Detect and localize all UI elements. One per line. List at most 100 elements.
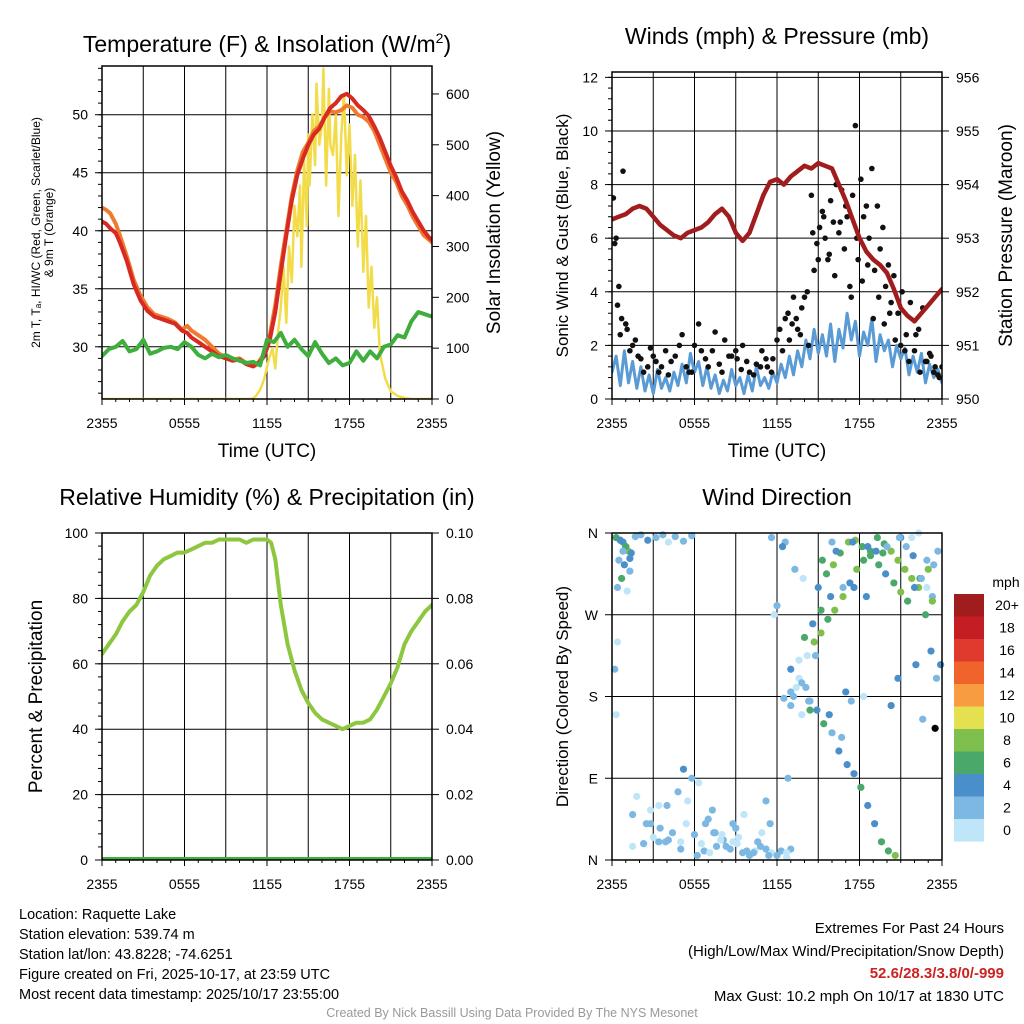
- wind-direction-point: [644, 536, 652, 544]
- wind-ytick-label: 2: [590, 337, 598, 353]
- wind-direction-point: [626, 567, 634, 575]
- wind-gust-point: [702, 355, 709, 362]
- colorbar-label: 18: [999, 620, 1015, 636]
- wind-gust-point: [870, 315, 877, 322]
- wind-direction-point: [652, 533, 660, 542]
- extremes-values: 52.6/28.3/3.8/0/-999: [869, 965, 1004, 982]
- wind-gust-point: [860, 213, 867, 220]
- temp-ytick-right-label: 0: [446, 391, 454, 407]
- wind-ytick-right-label: 952: [956, 284, 980, 300]
- wdir-title: Wind Direction: [702, 484, 852, 510]
- wind-gust-point: [906, 358, 912, 365]
- wind-direction-point: [924, 565, 932, 573]
- wind-direction-point: [743, 847, 751, 855]
- temp-ytick-right-label: 600: [446, 86, 470, 102]
- wind-direction-point: [853, 565, 861, 573]
- wind-direction-point: [803, 652, 811, 660]
- wind-direction-point: [627, 549, 635, 557]
- wind-direction-point: [792, 683, 800, 692]
- wind-gust-point: [809, 230, 816, 236]
- wind-ytick-right-label: 954: [956, 177, 980, 193]
- wind-direction-point: [618, 574, 626, 583]
- colorbar-label: 2: [1003, 800, 1011, 816]
- rh-ytick-right-label: 0.06: [446, 656, 473, 672]
- colorbar-label: 16: [999, 642, 1015, 658]
- wind-direction-point: [872, 547, 880, 555]
- rh-title: Relative Humidity (%) & Precipitation (i…: [59, 484, 474, 510]
- wind-gust-point: [613, 235, 619, 241]
- wind-gust-point: [662, 347, 669, 354]
- wind-direction-point: [835, 747, 843, 755]
- wind-direction-point: [611, 665, 619, 673]
- rh-axes: 0 20 40 60 80 100 2355 0555 1155 1755 2355 0.00 0.02…: [65, 525, 474, 892]
- wind-direction-point: [623, 587, 631, 595]
- rh-ytick-right-label: 0.04: [446, 721, 473, 737]
- temp-ytick-right-label: 200: [446, 289, 470, 305]
- wind-direction-point: [784, 774, 792, 782]
- wind-direction-point: [682, 820, 690, 828]
- temp-frame: [101, 65, 433, 400]
- wind-direction-point: [824, 615, 832, 623]
- wind-gust-point: [801, 294, 808, 300]
- wind-direction-point: [817, 606, 825, 614]
- wind-direction-point: [817, 629, 825, 637]
- wind-xtick-label: 0555: [679, 415, 710, 431]
- wind-gust-point: [849, 192, 856, 199]
- wind-ylabel-right: Station Pressure (Maroon): [996, 124, 1017, 347]
- wind-direction-point: [646, 820, 655, 828]
- colorbar-swatch: [954, 639, 984, 662]
- wind-gust-point: [815, 256, 822, 263]
- wind-ytick-right-label: 950: [956, 391, 980, 407]
- wind-gust-point: [640, 369, 647, 375]
- colorbar-label: 12: [999, 687, 1015, 703]
- wdir-ytick-label: W: [585, 607, 599, 623]
- wind-gust-point: [785, 310, 791, 317]
- wind-direction-point: [879, 549, 887, 557]
- wind-gust-point: [827, 197, 834, 204]
- wind-direction-point: [877, 838, 886, 846]
- wind-gust-point: [903, 331, 910, 338]
- wind-direction-point: [839, 592, 847, 601]
- wind-gust-point: [922, 358, 929, 365]
- wind-direction-point: [930, 561, 938, 569]
- wind-gust-point: [647, 345, 654, 351]
- wind-gust-point: [721, 337, 728, 343]
- wind-direction-point: [679, 537, 688, 545]
- wind-gust-point: [779, 347, 786, 354]
- wind-gust-point: [805, 342, 812, 349]
- wind-gust-point: [882, 283, 889, 290]
- wind-gust-point: [624, 326, 630, 333]
- wind-series: [612, 122, 942, 396]
- wind-gust-point: [848, 294, 855, 300]
- wind-direction-point: [884, 847, 892, 855]
- wind-direction-point: [717, 836, 725, 844]
- wind-xtick-label: 2355: [596, 415, 627, 431]
- wind-gust-point: [844, 213, 850, 220]
- rh-xtick-label: 1155: [252, 876, 282, 892]
- wind-direction-point: [722, 842, 730, 850]
- wind-direction-point: [901, 565, 909, 573]
- wind-direction-point: [805, 697, 813, 705]
- wind-gust-point: [891, 272, 897, 279]
- wind-direction-point: [891, 851, 899, 860]
- colorbar-swatch: [954, 729, 984, 752]
- wind-gust-point: [804, 288, 811, 295]
- wind-direction-point: [932, 674, 941, 682]
- wind-direction-point: [700, 847, 708, 855]
- wind-gust-point: [859, 278, 866, 284]
- wind-frame: [611, 71, 943, 400]
- temp-ytick-right-label: 400: [446, 188, 470, 204]
- temp-ytick-label: 45: [72, 165, 88, 181]
- wind-gust-point: [935, 372, 941, 378]
- wdir-axes: N E S W N 2355 0555 1155 1755 2355: [585, 525, 958, 892]
- wind-direction-point: [777, 847, 785, 855]
- wind-direction-point: [897, 588, 905, 596]
- wind-gust-point: [695, 321, 702, 327]
- wind-gust-point: [746, 369, 753, 375]
- temp-ytick-label: 50: [72, 107, 88, 123]
- wind-gust-point: [668, 358, 674, 365]
- wind-direction-point: [663, 801, 671, 810]
- wind-direction-point: [829, 561, 837, 569]
- wind-gust-point: [768, 369, 775, 375]
